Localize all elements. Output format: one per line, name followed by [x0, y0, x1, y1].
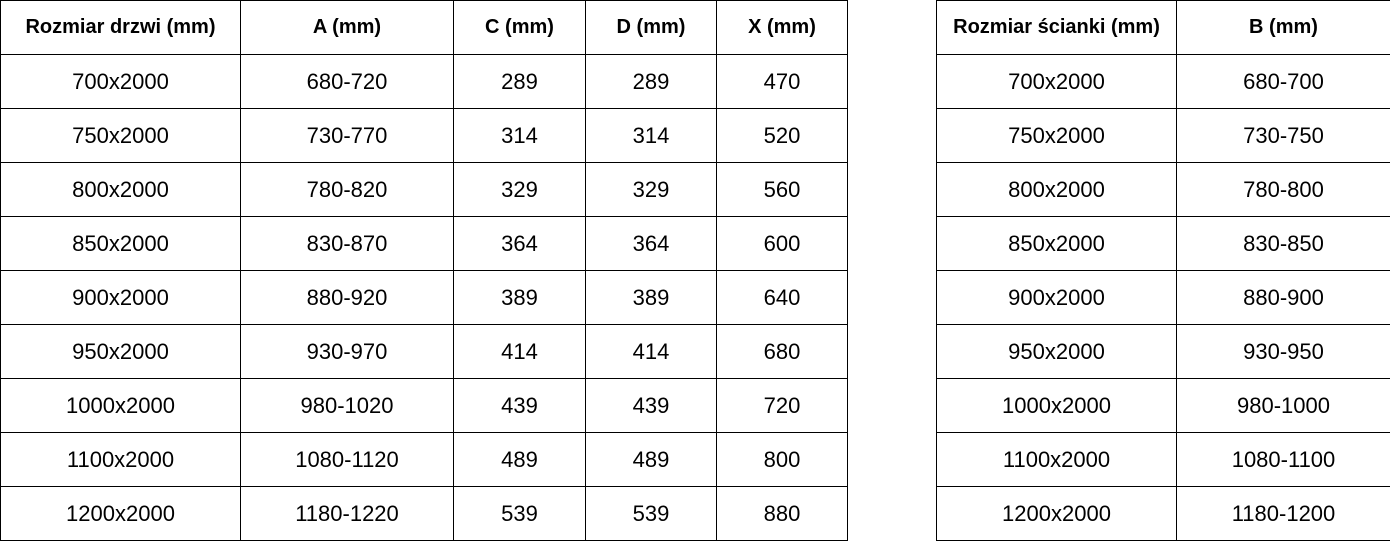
table-cell: 780-820 [240, 162, 454, 217]
table-cell: 414 [585, 324, 717, 379]
table-row: 750x2000 730-770 314 314 520 [0, 108, 848, 163]
table-cell: 880 [716, 486, 848, 541]
table-cell: 314 [453, 108, 586, 163]
table-cell: 1200x2000 [936, 486, 1177, 541]
table-row: 1100x2000 1080-1120 489 489 800 [0, 432, 848, 487]
table-cell: 730-750 [1176, 108, 1390, 163]
table-cell: 750x2000 [0, 108, 241, 163]
table-cell: 830-870 [240, 216, 454, 271]
table-cell: 329 [453, 162, 586, 217]
table-cell: 560 [716, 162, 848, 217]
table-cell: 1100x2000 [0, 432, 241, 487]
table-row: 1200x2000 1180-1200 [936, 486, 1390, 541]
table-cell: 520 [716, 108, 848, 163]
table-row: 950x2000 930-950 [936, 324, 1390, 379]
column-header: X (mm) [716, 0, 848, 55]
table-cell: 880-900 [1176, 270, 1390, 325]
table-cell: 364 [453, 216, 586, 271]
table-cell: 900x2000 [0, 270, 241, 325]
table-cell: 539 [585, 486, 717, 541]
column-header: C (mm) [453, 0, 586, 55]
table-row: 1200x2000 1180-1220 539 539 880 [0, 486, 848, 541]
column-header: B (mm) [1176, 0, 1390, 55]
table-cell: 830-850 [1176, 216, 1390, 271]
table-cell: 439 [453, 378, 586, 433]
table-cell: 1000x2000 [936, 378, 1177, 433]
table-cell: 489 [585, 432, 717, 487]
table-cell: 389 [585, 270, 717, 325]
table-cell: 980-1020 [240, 378, 454, 433]
table-row: 1000x2000 980-1020 439 439 720 [0, 378, 848, 433]
column-header: Rozmiar drzwi (mm) [0, 0, 241, 55]
table-cell: 750x2000 [936, 108, 1177, 163]
table-cell: 640 [716, 270, 848, 325]
table-row: 700x2000 680-700 [936, 54, 1390, 109]
table-row: 700x2000 680-720 289 289 470 [0, 54, 848, 109]
table-row: 950x2000 930-970 414 414 680 [0, 324, 848, 379]
table-row: 900x2000 880-900 [936, 270, 1390, 325]
table-cell: 1000x2000 [0, 378, 241, 433]
table-cell: 930-970 [240, 324, 454, 379]
table-cell: 700x2000 [936, 54, 1177, 109]
table-cell: 680-700 [1176, 54, 1390, 109]
table-cell: 680 [716, 324, 848, 379]
table-cell: 314 [585, 108, 717, 163]
table-cell: 950x2000 [936, 324, 1177, 379]
table-cell: 800x2000 [0, 162, 241, 217]
table-cell: 1180-1200 [1176, 486, 1390, 541]
table-cell: 539 [453, 486, 586, 541]
table-cell: 364 [585, 216, 717, 271]
table-cell: 289 [453, 54, 586, 109]
column-header: A (mm) [240, 0, 454, 55]
table-cell: 800 [716, 432, 848, 487]
table-cell: 930-950 [1176, 324, 1390, 379]
table-cell: 780-800 [1176, 162, 1390, 217]
table-row: 850x2000 830-850 [936, 216, 1390, 271]
table-cell: 489 [453, 432, 586, 487]
table-cell: 470 [716, 54, 848, 109]
table-cell: 800x2000 [936, 162, 1177, 217]
table-cell: 289 [585, 54, 717, 109]
table-row: 1000x2000 980-1000 [936, 378, 1390, 433]
column-header: D (mm) [585, 0, 717, 55]
wall-size-table: Rozmiar ścianki (mm) B (mm) 700x2000 680-7… [936, 0, 1390, 541]
table-cell: 329 [585, 162, 717, 217]
table-row: 800x2000 780-800 [936, 162, 1390, 217]
door-size-table: Rozmiar drzwi (mm) A (mm) C (mm) D (mm) X (m… [0, 0, 848, 541]
table-row: 850x2000 830-870 364 364 600 [0, 216, 848, 271]
table-cell: 414 [453, 324, 586, 379]
table-cell: 900x2000 [936, 270, 1177, 325]
table-cell: 1200x2000 [0, 486, 241, 541]
table-cell: 850x2000 [0, 216, 241, 271]
table-row: 1100x2000 1080-1100 [936, 432, 1390, 487]
table-cell: 600 [716, 216, 848, 271]
header-row: Rozmiar ścianki (mm) B (mm) [936, 0, 1390, 55]
column-header: Rozmiar ścianki (mm) [936, 0, 1177, 55]
table-row: 800x2000 780-820 329 329 560 [0, 162, 848, 217]
table-cell: 1180-1220 [240, 486, 454, 541]
table-cell: 389 [453, 270, 586, 325]
table-cell: 980-1000 [1176, 378, 1390, 433]
table-cell: 1080-1100 [1176, 432, 1390, 487]
table-cell: 880-920 [240, 270, 454, 325]
table-cell: 680-720 [240, 54, 454, 109]
table-cell: 950x2000 [0, 324, 241, 379]
table-cell: 720 [716, 378, 848, 433]
table-cell: 1080-1120 [240, 432, 454, 487]
table-cell: 1100x2000 [936, 432, 1177, 487]
table-cell: 730-770 [240, 108, 454, 163]
table-cell: 850x2000 [936, 216, 1177, 271]
table-row: 900x2000 880-920 389 389 640 [0, 270, 848, 325]
table-cell: 700x2000 [0, 54, 241, 109]
table-cell: 439 [585, 378, 717, 433]
table-row: 750x2000 730-750 [936, 108, 1390, 163]
header-row: Rozmiar drzwi (mm) A (mm) C (mm) D (mm) X (m… [0, 0, 848, 55]
